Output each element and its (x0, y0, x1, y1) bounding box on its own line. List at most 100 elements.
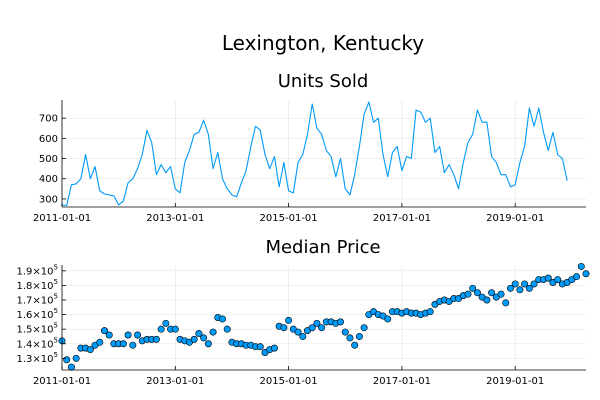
y-tick-exponent: 5 (54, 351, 58, 359)
median-price-grid (61, 265, 586, 370)
units-sold-line (61, 101, 568, 206)
median-price-point (72, 354, 80, 362)
median-price-point (86, 346, 94, 354)
y-tick-label: 1.8×105 (17, 278, 58, 292)
x-tick-label: 2013-01-01 (146, 213, 204, 224)
y-tick-label: 1.5×105 (17, 322, 58, 336)
median-price-point (124, 331, 132, 339)
median-price-point (488, 289, 496, 297)
median-price-point (119, 340, 127, 348)
median-price-point (506, 284, 514, 292)
median-price-point (355, 332, 363, 340)
y-tick-base: 1.7×10 (17, 296, 54, 307)
median-price-point (100, 327, 108, 335)
y-tick-label: 700 (39, 114, 58, 125)
median-price-point (530, 280, 538, 288)
median-price-point (337, 318, 345, 326)
x-tick-label: 2019-01-01 (486, 376, 544, 387)
x-tick-label: 2015-01-01 (260, 376, 318, 387)
x-tick-label: 2017-01-01 (373, 376, 431, 387)
median-price-point (200, 334, 208, 342)
y-tick-base: 1.5×10 (17, 325, 54, 336)
x-tick-label: 2019-01-01 (486, 213, 544, 224)
median-price-point (299, 332, 307, 340)
median-price-point (294, 328, 302, 336)
x-tick-label: 2011-01-01 (33, 376, 91, 387)
median-price-point (318, 324, 326, 332)
y-tick-exponent: 5 (54, 307, 58, 315)
median-price-point (190, 335, 198, 343)
median-price-point (67, 363, 75, 371)
y-tick-exponent: 5 (54, 336, 58, 344)
x-tick-label: 2017-01-01 (373, 213, 431, 224)
y-tick-exponent: 5 (54, 278, 58, 286)
median-price-point (502, 299, 510, 307)
units-sold-grid (61, 100, 586, 207)
y-tick-label: 1.6×105 (17, 307, 58, 321)
y-tick-exponent: 5 (54, 322, 58, 330)
median-price-point (152, 335, 160, 343)
median-price-point (483, 296, 491, 304)
median-price-point (105, 331, 113, 339)
y-tick-base: 1.8×10 (17, 281, 54, 292)
y-tick-label: 600 (39, 134, 58, 145)
units-sold-panel: Units Sold 300 400 500 600 700 2011-01-01 2013… (33, 71, 586, 224)
median-price-point (285, 316, 293, 324)
median-price-point (544, 274, 552, 282)
median-price-point (308, 324, 316, 332)
median-price-panel: Median Price 1.3×1051.4×1051.5×1051.6×10… (17, 237, 590, 387)
x-tick-label: 2013-01-01 (146, 376, 204, 387)
median-price-point (554, 276, 562, 284)
median-price-point (497, 290, 505, 298)
y-tick-exponent: 5 (54, 293, 58, 301)
median-price-point (313, 319, 321, 327)
y-tick-base: 1.4×10 (17, 339, 54, 350)
median-price-point (280, 324, 288, 332)
units-sold-series (61, 101, 568, 206)
y-tick-base: 1.3×10 (17, 354, 54, 365)
units-sold-axes: 300 400 500 600 700 2011-01-01 2013-01-01 2015-… (33, 100, 586, 224)
median-price-point (573, 273, 581, 281)
x-tick-label: 2015-01-01 (260, 213, 318, 224)
y-tick-label: 1.3×105 (17, 351, 58, 365)
units-sold-title: Units Sold (278, 71, 369, 92)
median-price-point (256, 343, 264, 351)
median-price-point (219, 315, 227, 323)
median-price-axes: 1.3×1051.4×1051.5×1051.6×1051.7×1051.8×1… (17, 263, 586, 387)
median-price-series (58, 262, 590, 371)
median-price-point (270, 344, 278, 352)
median-price-point (351, 341, 359, 349)
median-price-title: Median Price (265, 237, 380, 258)
median-price-point (134, 331, 142, 339)
y-tick-label: 1.9×105 (17, 263, 58, 277)
y-tick-label: 300 (39, 194, 58, 205)
y-tick-base: 1.6×10 (17, 310, 54, 321)
median-price-point (162, 319, 170, 327)
y-tick-label: 1.7×105 (17, 293, 58, 307)
median-price-point (341, 328, 349, 336)
median-price-point (516, 286, 524, 294)
median-price-point (157, 325, 165, 333)
median-price-point (204, 340, 212, 348)
median-price-point (384, 315, 392, 323)
median-price-point (171, 325, 179, 333)
y-tick-base: 1.9×10 (17, 266, 54, 277)
median-price-point (195, 330, 203, 338)
median-price-point (223, 325, 231, 333)
median-price-point (96, 338, 104, 346)
median-price-point (577, 262, 585, 270)
x-tick-label: 2011-01-01 (33, 213, 91, 224)
median-price-point (346, 334, 354, 342)
median-price-point (511, 280, 519, 288)
y-tick-label: 400 (39, 174, 58, 185)
median-price-point (63, 356, 71, 364)
median-price-point (582, 270, 590, 278)
median-price-point (129, 341, 137, 349)
figure-title: Lexington, Kentucky (222, 31, 424, 55)
median-price-point (521, 280, 529, 288)
median-price-point (525, 284, 533, 292)
y-tick-label: 500 (39, 154, 58, 165)
y-tick-exponent: 5 (54, 263, 58, 271)
median-price-point (209, 328, 217, 336)
